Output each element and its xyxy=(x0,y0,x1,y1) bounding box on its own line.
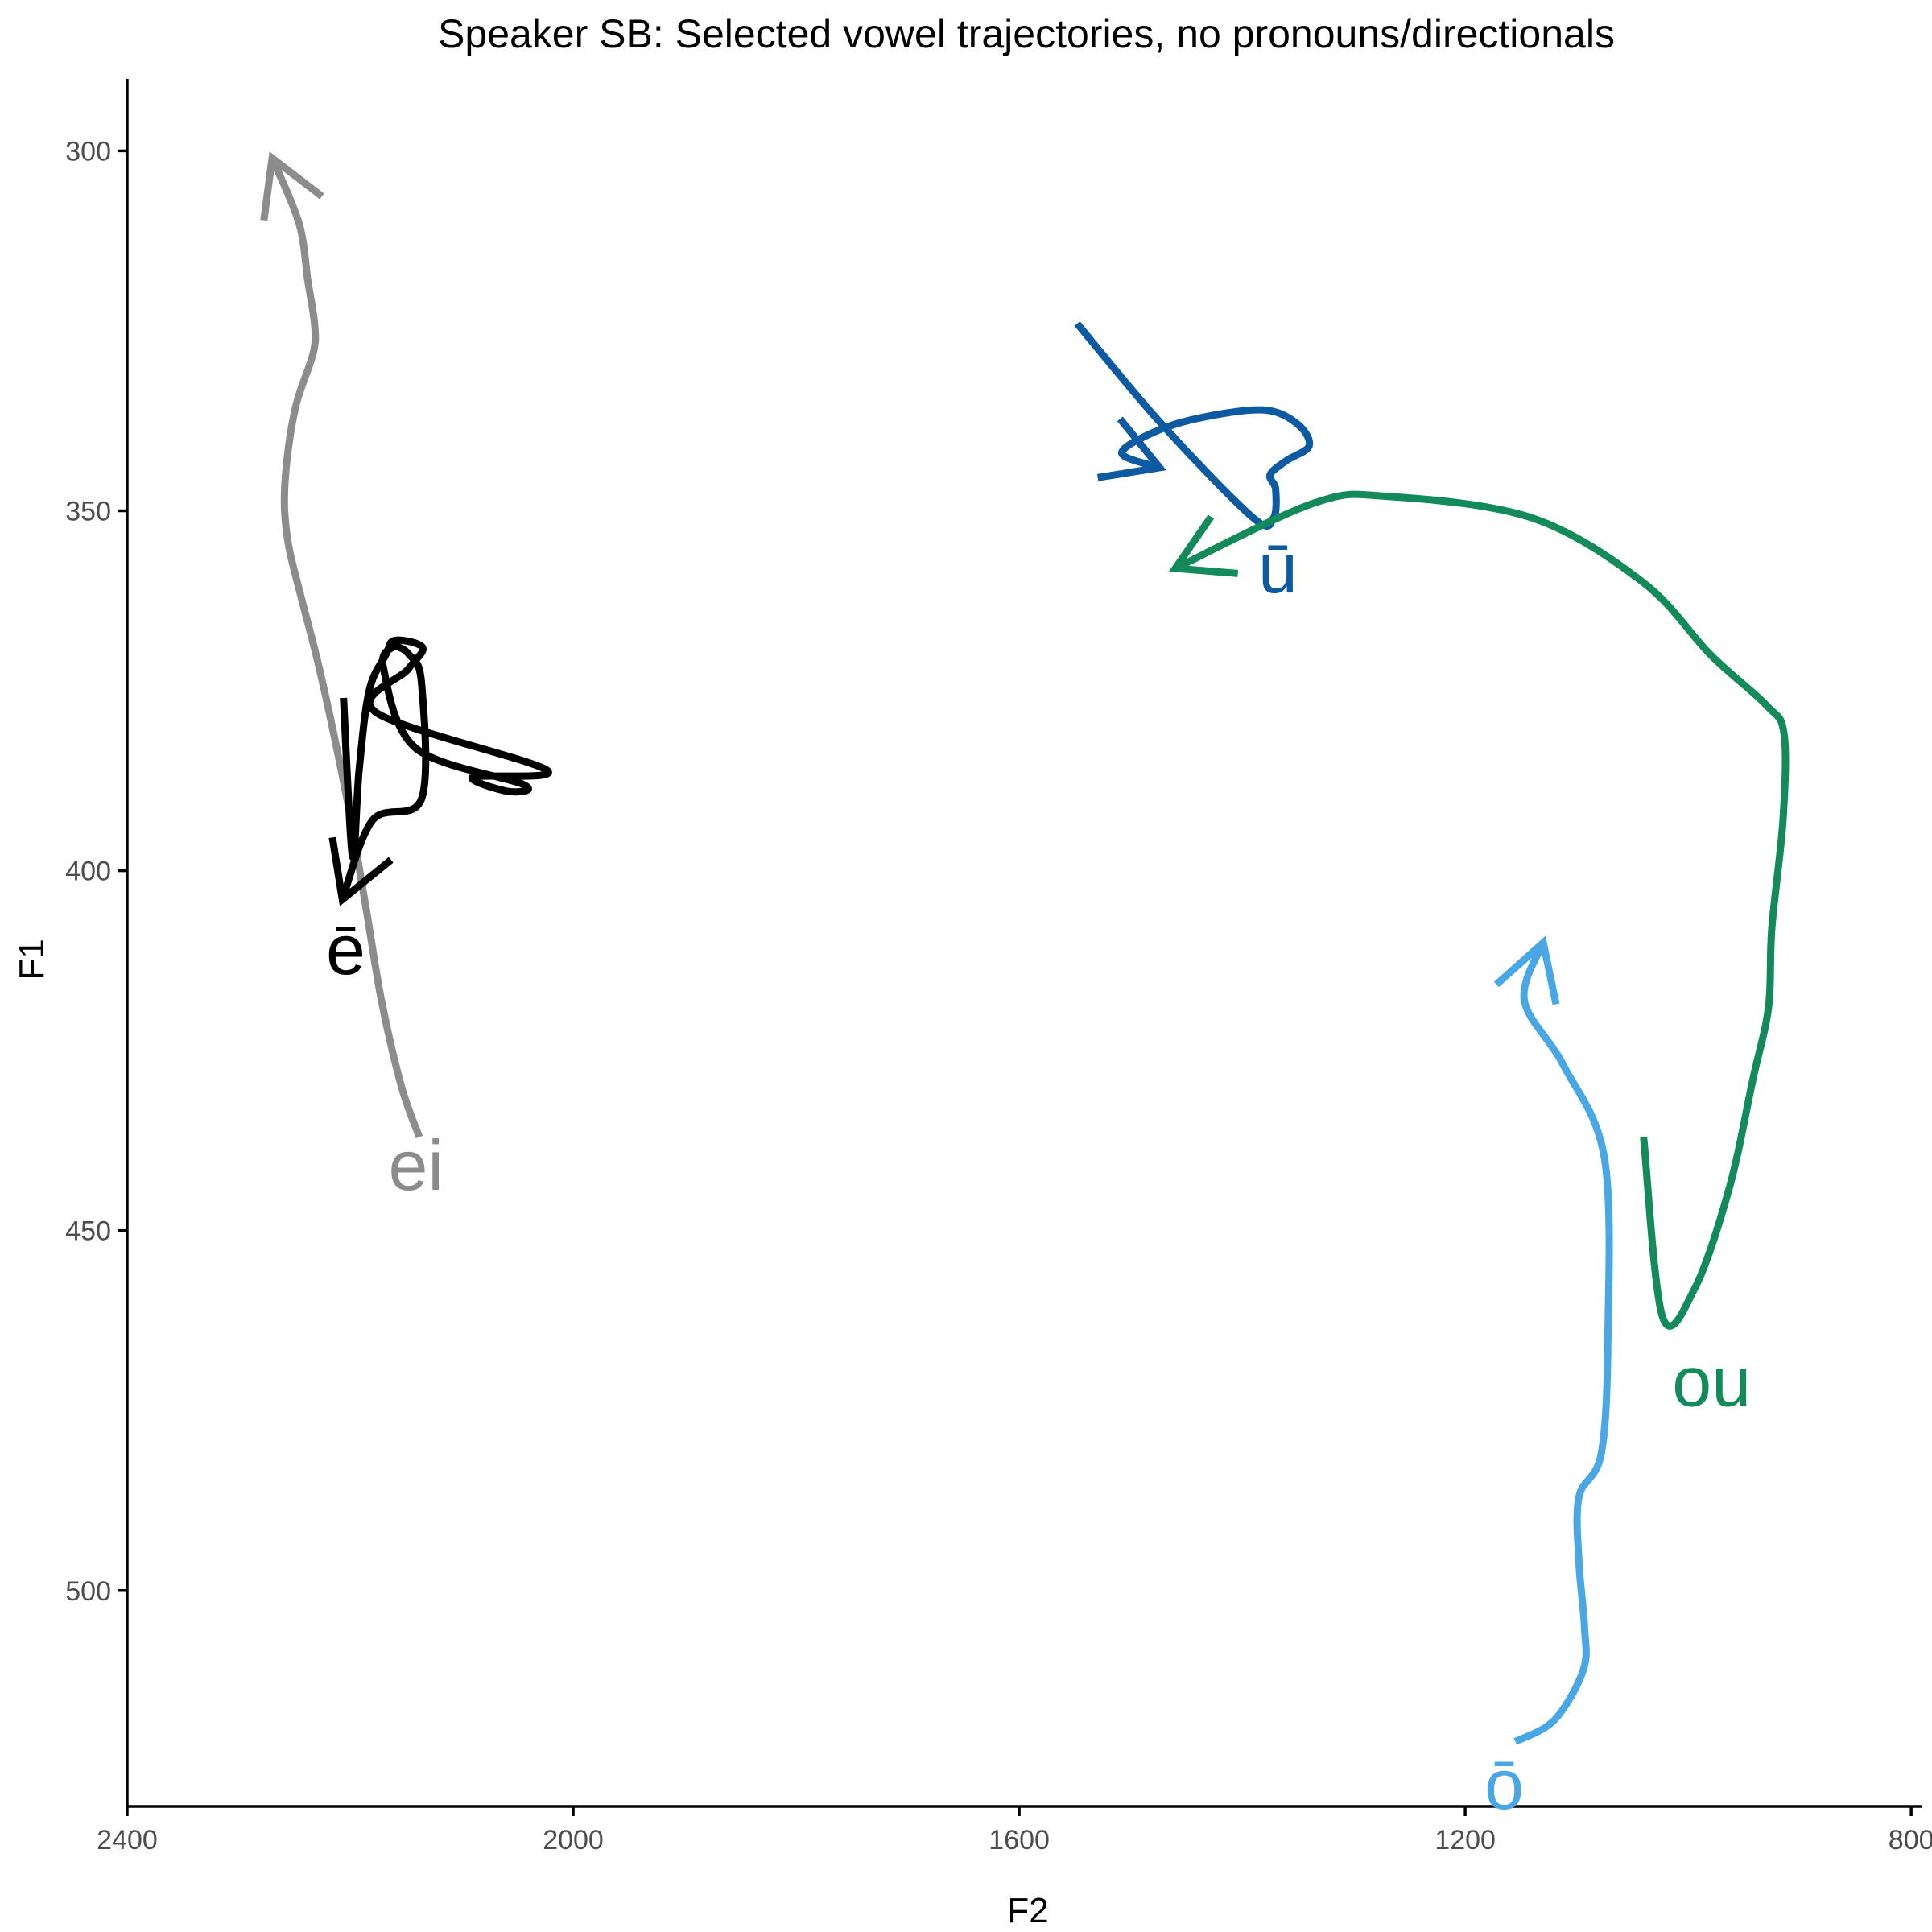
x-ticks: 2400 2000 1600 1200 800 xyxy=(97,1806,1932,1856)
x-axis-title: F2 xyxy=(1007,1891,1048,1930)
arrow-head xyxy=(1493,935,1560,1005)
series-trajectory: ū xyxy=(1074,321,1314,608)
x-tick-label: 2000 xyxy=(543,1825,604,1856)
y-ticks: 300 350 400 450 500 xyxy=(65,136,127,1607)
y-tick-label: 300 xyxy=(65,136,111,167)
x-tick-label: 1200 xyxy=(1435,1825,1496,1856)
y-axis-title: F1 xyxy=(12,939,52,980)
series-line xyxy=(1174,490,1790,1330)
y-tick-label: 400 xyxy=(65,857,111,887)
arrow-head xyxy=(328,836,394,906)
series-trajectory: ei xyxy=(260,151,444,1205)
chart-title: Speaker SB: Selected vowel trajectories,… xyxy=(438,11,1615,56)
arrow-head xyxy=(1096,416,1167,481)
series-line xyxy=(1074,321,1314,530)
series-line xyxy=(1513,941,1613,1745)
y-tick-label: 450 xyxy=(65,1216,111,1247)
series-trajectory: ō xyxy=(1484,935,1613,1824)
series-line xyxy=(268,156,423,1138)
y-tick-label: 500 xyxy=(65,1576,111,1607)
x-tick-label: 800 xyxy=(1889,1825,1932,1856)
arrow-head xyxy=(1168,514,1239,577)
x-tick-label: 2400 xyxy=(97,1825,158,1856)
series-line xyxy=(339,636,552,901)
x-tick-label: 1600 xyxy=(989,1825,1050,1856)
series-label: ou xyxy=(1672,1341,1751,1421)
series-layer: ei ē ū ou ō xyxy=(260,151,1790,1824)
arrow-head xyxy=(260,151,324,221)
series-label: ē xyxy=(326,910,365,989)
series-trajectory: ē xyxy=(326,636,552,989)
y-tick-label: 350 xyxy=(65,497,111,527)
series-label: ei xyxy=(388,1125,444,1205)
series-label: ū xyxy=(1258,528,1298,608)
series-label: ō xyxy=(1484,1744,1524,1824)
series-trajectory: ou xyxy=(1168,490,1790,1421)
